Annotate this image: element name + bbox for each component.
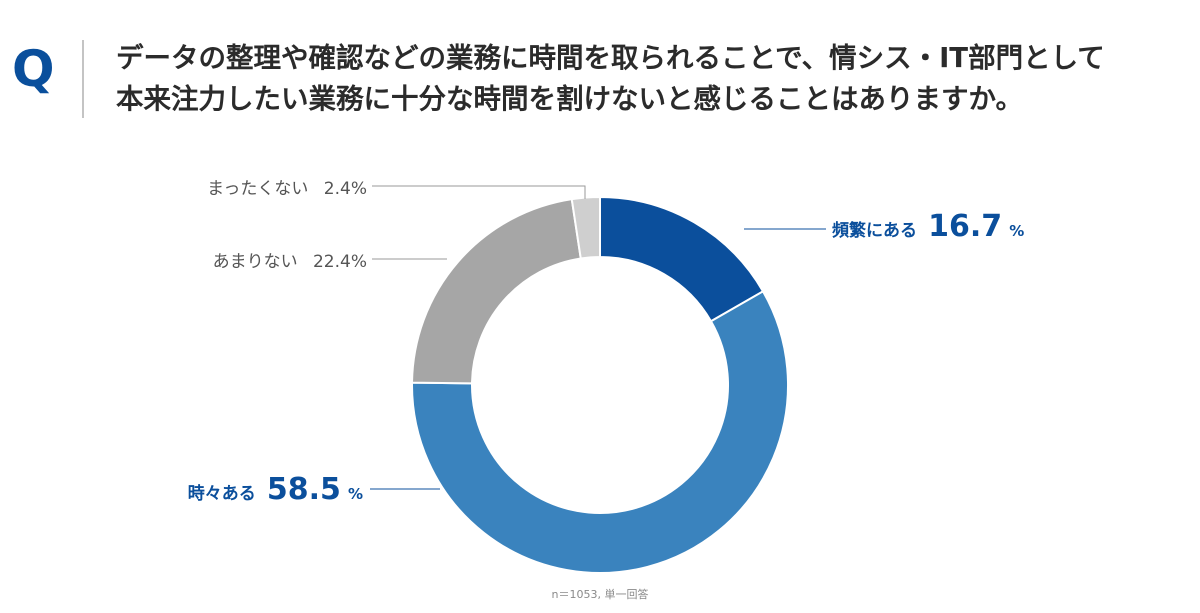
- label-frequent: 頻繁にある 16.7 %: [831, 209, 1024, 244]
- sample-note: n＝1053, 単一回答: [552, 587, 649, 601]
- header-divider: [82, 40, 84, 118]
- label-never: まったくない 2.4%: [207, 179, 367, 199]
- question-line-2: 本来注力したい業務に十分な時間を割けないと感じることはありますか。: [116, 83, 1023, 115]
- label-rarely-value: 22.4%: [313, 252, 367, 272]
- label-frequent-value: 16.7: [928, 209, 1002, 244]
- label-rarely-name: あまりない: [213, 252, 298, 272]
- label-never-name: まったくない: [207, 179, 308, 199]
- question-text: データの整理や確認などの業務に時間を取られることで、情シス・IT部門として 本来…: [116, 38, 1196, 120]
- label-never-value: 2.4%: [324, 179, 367, 199]
- label-sometimes: 時々ある 58.5 %: [188, 472, 363, 507]
- slice-sometimes: [411, 289, 789, 574]
- label-rarely: あまりない 22.4%: [213, 252, 367, 272]
- donut-slices: [411, 195, 789, 574]
- slice-frequent: [599, 195, 765, 323]
- label-sometimes-name: 時々ある: [188, 483, 256, 504]
- leader-never: [372, 185, 586, 199]
- label-sometimes-value: 58.5: [267, 472, 341, 507]
- label-sometimes-pct: %: [348, 485, 363, 503]
- slice-never: [570, 195, 601, 260]
- slice-rarely: [411, 197, 582, 385]
- question-mark: Q: [12, 40, 55, 98]
- question-line-1: データの整理や確認などの業務に時間を取られることで、情シス・IT部門として: [116, 42, 1105, 74]
- label-frequent-pct: %: [1009, 222, 1024, 240]
- label-frequent-name: 頻繁にある: [831, 220, 917, 241]
- leader-lines: [370, 185, 826, 490]
